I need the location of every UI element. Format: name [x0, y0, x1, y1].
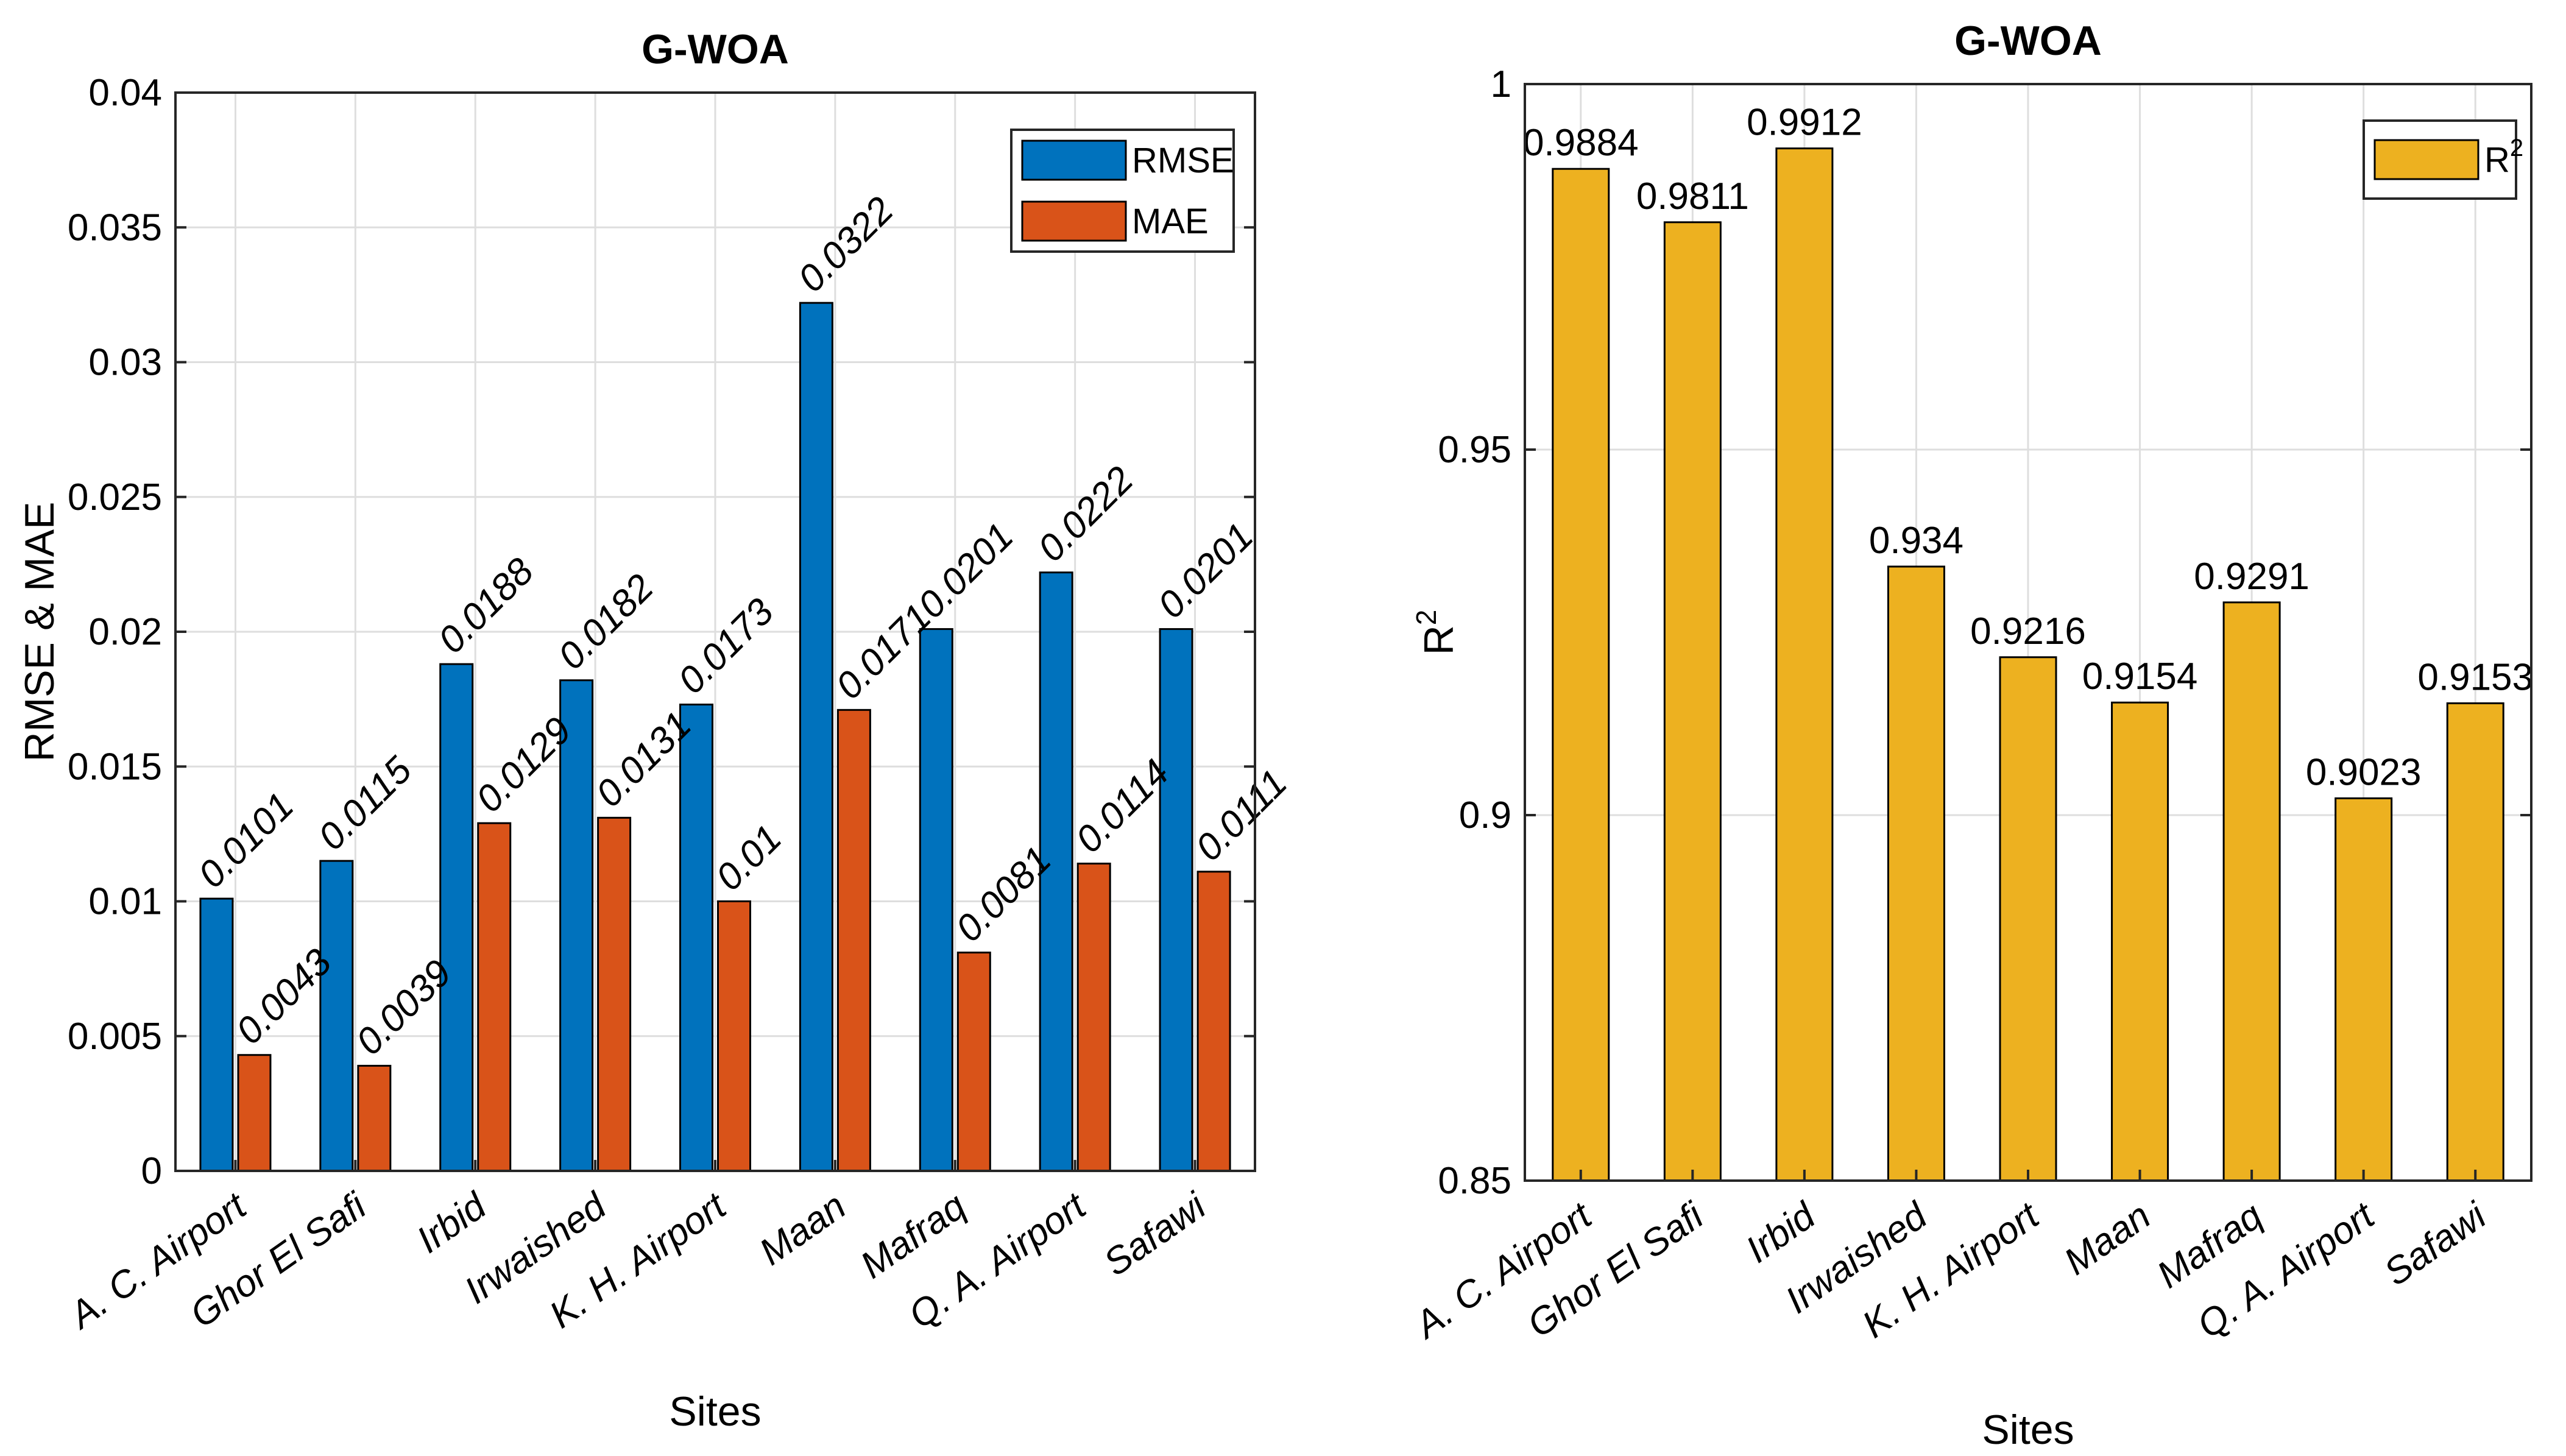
bar-mae[interactable]	[1076, 863, 1111, 1172]
bar-rmse[interactable]	[1159, 628, 1193, 1172]
legend-swatch	[1021, 140, 1127, 181]
bar-r[interactable]	[1775, 147, 1834, 1182]
data-label: 0.0188	[430, 550, 542, 662]
bar-r[interactable]	[2334, 797, 2393, 1182]
bar-mae[interactable]	[1196, 871, 1231, 1172]
bar-mae[interactable]	[717, 900, 751, 1172]
y-tick-label: 1	[1491, 63, 1511, 105]
bar-r[interactable]	[2222, 601, 2281, 1182]
bar-mae[interactable]	[597, 816, 632, 1172]
bar-mae[interactable]	[477, 822, 512, 1172]
bar-r[interactable]	[2111, 701, 2169, 1182]
bar-r[interactable]	[1887, 565, 1945, 1182]
x-tick-label: Maan	[2057, 1195, 2158, 1283]
x-tick-label: Safawi	[2377, 1194, 2495, 1295]
y-tick-label: 0.85	[1438, 1160, 1511, 1202]
x-tick-label: Irbid	[1739, 1194, 1824, 1271]
data-label: 0.934	[1869, 520, 1963, 562]
legend-label: RMSE	[1132, 141, 1234, 180]
y-tick-label: 0	[141, 1150, 162, 1192]
x-axis-label: Sites	[1982, 1407, 2074, 1453]
y-axis-label: RMSE & MAE	[16, 502, 63, 762]
data-label: 0.01	[708, 817, 790, 899]
x-axis-label: Sites	[669, 1388, 761, 1435]
y-tick-label: 0.02	[88, 611, 162, 653]
y-tick-label: 0.015	[68, 746, 162, 788]
data-label: 0.9291	[2194, 556, 2310, 598]
data-label: 0.0201	[910, 515, 1022, 627]
legend: RMSE MAE	[1010, 129, 1235, 253]
data-label: 0.0101	[191, 785, 302, 896]
bar-mae[interactable]	[956, 952, 991, 1172]
chart-title: G-WOA	[642, 26, 789, 72]
data-label: 0.0322	[790, 189, 902, 300]
data-label: 0.9154	[2082, 656, 2198, 698]
data-label: 0.9216	[1970, 610, 2086, 652]
y-tick-label: 0.9	[1459, 794, 1511, 836]
y-tick-label: 0.95	[1438, 429, 1511, 471]
legend-label-superscript: 2	[2510, 135, 2523, 161]
y-tick-label: 0.025	[68, 476, 162, 518]
data-label: 0.9023	[2306, 751, 2422, 793]
bar-rmse[interactable]	[559, 679, 594, 1172]
y-axis-label-superscript: 2	[1410, 610, 1442, 626]
x-tick-label: Safawi	[1097, 1184, 1215, 1285]
data-label: 0.0201	[1150, 515, 1262, 627]
data-label: 0.9811	[1636, 175, 1749, 217]
y-tick-label: 0.04	[88, 72, 162, 114]
legend: R2	[2363, 119, 2523, 200]
bar-rmse[interactable]	[799, 302, 833, 1172]
data-label: 0.0222	[1030, 459, 1142, 570]
bar-r[interactable]	[1999, 656, 2057, 1182]
x-tick-label: Irbid	[409, 1184, 495, 1262]
legend-label: R2	[2484, 135, 2523, 180]
data-label: 0.0111	[1188, 762, 1295, 869]
y-tick-label: 0.035	[68, 207, 162, 249]
bar-rmse[interactable]	[319, 860, 354, 1172]
data-label: 0.0173	[670, 590, 782, 702]
legend-label: MAE	[1132, 202, 1209, 241]
bar-rmse[interactable]	[1039, 571, 1073, 1172]
bar-rmse[interactable]	[439, 663, 474, 1172]
bar-mae[interactable]	[836, 709, 871, 1172]
bar-rmse[interactable]	[679, 703, 713, 1172]
legend-swatch	[2373, 139, 2479, 180]
data-label: 0.0182	[550, 567, 662, 678]
bar-rmse[interactable]	[199, 897, 234, 1172]
bar-mae[interactable]	[357, 1064, 392, 1172]
bar-r[interactable]	[1552, 168, 1610, 1182]
data-label: 0.0115	[310, 749, 420, 858]
y-tick-label: 0.03	[88, 342, 162, 384]
bar-r[interactable]	[1663, 221, 1722, 1182]
y-tick-label: 0.005	[68, 1016, 162, 1058]
bar-mae[interactable]	[237, 1054, 272, 1172]
bar-r[interactable]	[2446, 702, 2504, 1182]
legend-swatch	[1021, 200, 1127, 242]
data-label: 0.9153	[2417, 656, 2533, 698]
x-tick-label: Maan	[752, 1185, 854, 1273]
chart-title: G-WOA	[1954, 18, 2102, 64]
bar-rmse[interactable]	[919, 628, 953, 1172]
y-tick-label: 0.01	[88, 881, 162, 923]
y-axis-label: R2	[1410, 610, 1462, 656]
data-label: 0.9912	[1747, 102, 1862, 144]
data-label: 0.9884	[1523, 122, 1639, 164]
